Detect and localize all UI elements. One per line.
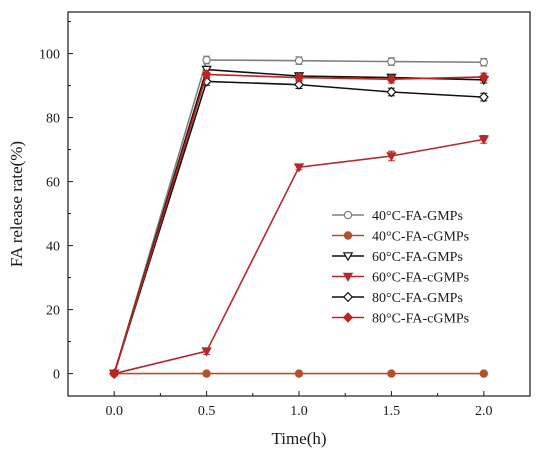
legend-label: 80°C-FA-cGMPs bbox=[372, 312, 469, 327]
legend-swatch-marker bbox=[342, 312, 354, 323]
data-point bbox=[201, 69, 212, 80]
legend-item: 80°C-FA-GMPs bbox=[332, 291, 463, 306]
legend-swatch-marker bbox=[342, 272, 354, 282]
data-point bbox=[386, 86, 397, 98]
x-tick-label: 1.0 bbox=[290, 404, 308, 419]
x-axis-title: Time(h) bbox=[271, 429, 326, 448]
data-point bbox=[387, 57, 396, 66]
legend-label: 80°C-FA-GMPs bbox=[372, 291, 463, 306]
data-point bbox=[202, 55, 211, 65]
y-tick-label: 80 bbox=[46, 112, 60, 127]
legend-swatch-marker bbox=[343, 210, 353, 220]
data-point bbox=[479, 369, 488, 378]
legend-label: 60°C-FA-cGMPs bbox=[372, 271, 469, 286]
legend-item: 60°C-FA-GMPs bbox=[332, 250, 463, 265]
y-tick-label: 40 bbox=[46, 240, 60, 255]
data-point bbox=[293, 163, 305, 173]
data-point bbox=[387, 369, 396, 378]
y-tick-label: 60 bbox=[46, 176, 60, 191]
data-point bbox=[202, 369, 211, 378]
legend-item: 60°C-FA-cGMPs bbox=[332, 271, 469, 286]
series-1 bbox=[109, 55, 488, 378]
x-tick-label: 1.5 bbox=[383, 404, 401, 419]
data-series bbox=[108, 55, 490, 380]
legend-label: 60°C-FA-GMPs bbox=[372, 250, 463, 265]
legend-box bbox=[320, 202, 510, 328]
legend-swatch-marker bbox=[343, 231, 353, 240]
legend-label: 40°C-FA-GMPs bbox=[372, 209, 463, 224]
series-6 bbox=[109, 69, 489, 379]
x-tick-label: 0.5 bbox=[198, 404, 216, 419]
data-point bbox=[293, 79, 305, 90]
legend-swatch-marker bbox=[342, 291, 354, 303]
data-point bbox=[479, 58, 488, 67]
data-point bbox=[478, 71, 489, 83]
data-point bbox=[478, 91, 489, 103]
y-axis-title: FA release rate(%) bbox=[7, 141, 26, 267]
legend-item: 80°C-FA-cGMPs bbox=[332, 312, 469, 327]
y-tick-label: 0 bbox=[53, 368, 60, 383]
axis-ticks: 0.0 0.5 1.0 1.5 2.0 0 20 40 60 80 100 bbox=[39, 21, 531, 419]
data-point bbox=[109, 368, 120, 379]
legend-swatch-marker bbox=[342, 252, 354, 262]
data-point bbox=[478, 135, 490, 145]
data-point bbox=[293, 72, 305, 83]
data-point bbox=[386, 73, 397, 85]
legend-item: 40°C-FA-GMPs bbox=[332, 209, 463, 224]
legend: 40°C-FA-GMPs 40°C-FA-cGMPs 60°C-FA-GMPs 60°… bbox=[320, 202, 510, 328]
legend-label: 40°C-FA-cGMPs bbox=[372, 230, 469, 245]
x-tick-label: 0.0 bbox=[105, 404, 123, 419]
data-point bbox=[201, 347, 212, 357]
data-point bbox=[294, 369, 304, 378]
y-tick-label: 100 bbox=[39, 48, 60, 63]
series-2 bbox=[109, 369, 488, 378]
legend-item: 40°C-FA-cGMPs bbox=[332, 230, 469, 245]
data-point bbox=[386, 152, 397, 162]
y-tick-label: 20 bbox=[46, 304, 60, 319]
x-tick-label: 2.0 bbox=[475, 404, 493, 419]
data-point bbox=[294, 56, 304, 65]
